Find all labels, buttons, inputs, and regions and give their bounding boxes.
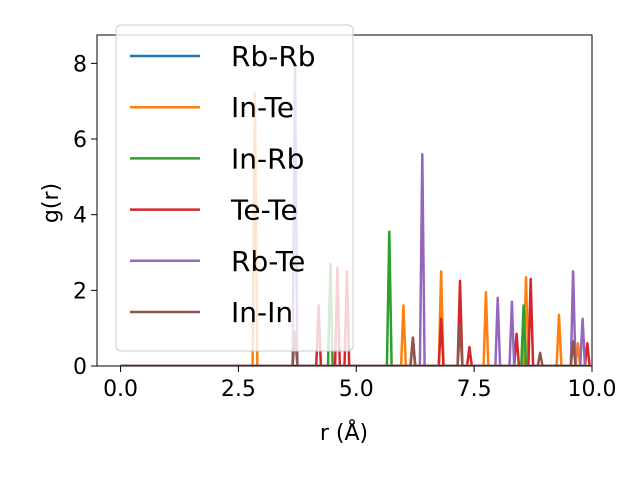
- legend-label-in-te: In-Te: [231, 91, 294, 124]
- legend: Rb-Rb In-Te In-Rb Te-Te Rb-Te In-In: [115, 24, 354, 352]
- legend-label-in-rb: In-Rb: [231, 142, 304, 175]
- y-tick-label: 2: [73, 279, 87, 304]
- x-tick-label: 7.5: [457, 377, 492, 402]
- legend-label-rb-rb: Rb-Rb: [231, 40, 316, 73]
- x-tick-label: 10.0: [568, 377, 617, 402]
- x-tick-label: 2.5: [221, 377, 256, 402]
- series-line-in-in: [120, 323, 588, 366]
- y-tick-label: 0: [73, 355, 87, 380]
- legend-label-in-in: In-In: [231, 296, 293, 329]
- y-tick-label: 4: [73, 204, 87, 229]
- y-tick-label: 6: [73, 128, 87, 153]
- x-axis-label: r (Å): [320, 419, 368, 446]
- legend-label-rb-te: Rb-Te: [231, 245, 305, 278]
- y-axis-ticks: 0 2 4 6 8: [73, 52, 97, 380]
- series-line-in-te: [120, 92, 588, 366]
- legend-label-te-te: Te-Te: [230, 194, 298, 227]
- y-tick-label: 8: [73, 52, 87, 77]
- y-axis-label: g(r): [39, 183, 64, 223]
- x-tick-label: 0.0: [103, 377, 138, 402]
- x-axis-ticks: 0.0 2.5 5.0 7.5 10.0: [103, 366, 616, 402]
- x-tick-label: 5.0: [339, 377, 374, 402]
